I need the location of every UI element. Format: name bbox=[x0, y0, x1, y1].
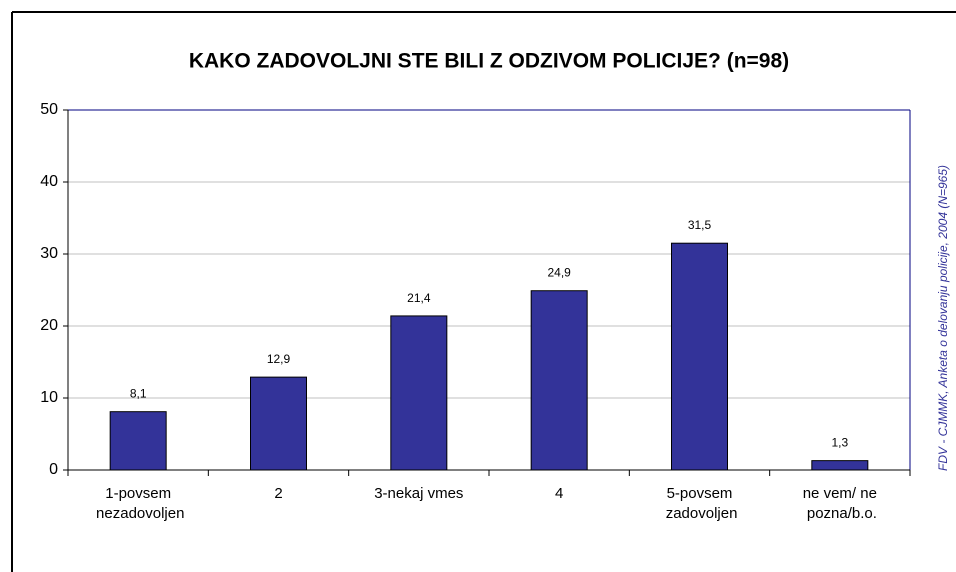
x-tick-label: ne vem/ ne pozna/b.o. bbox=[803, 485, 877, 522]
x-tick-label: 1-povsem nezadovoljen bbox=[92, 485, 185, 522]
y-tick-label: 40 bbox=[40, 173, 58, 190]
y-tick-label: 50 bbox=[40, 101, 58, 118]
value-label: 31,5 bbox=[688, 218, 712, 232]
value-label: 24,9 bbox=[547, 266, 571, 280]
y-tick-label: 30 bbox=[40, 245, 58, 262]
bar bbox=[671, 242, 728, 471]
value-label: 1,3 bbox=[831, 436, 848, 450]
value-label: 8,1 bbox=[130, 387, 147, 401]
x-tick-label: 3-nekaj vmes bbox=[374, 485, 463, 502]
chart-title: KAKO ZADOVOLJNI STE BILI Z ODZIVOM POLIC… bbox=[189, 50, 789, 73]
bar bbox=[811, 460, 869, 471]
x-tick-label: 5-povsem zadovoljen bbox=[662, 485, 738, 522]
x-tick-label: 2 bbox=[274, 485, 282, 502]
source-note: FDV - CJMMK, Anketa o delovanju policije… bbox=[936, 165, 950, 471]
y-tick-label: 10 bbox=[40, 389, 58, 406]
bar bbox=[109, 411, 167, 471]
bar bbox=[250, 376, 307, 471]
bar bbox=[390, 315, 448, 471]
y-tick-label: 0 bbox=[49, 461, 58, 478]
y-tick-label: 20 bbox=[40, 317, 58, 334]
bar bbox=[530, 290, 588, 471]
x-tick-label: 4 bbox=[555, 485, 563, 502]
value-label: 12,9 bbox=[267, 352, 291, 366]
value-label: 21,4 bbox=[407, 291, 431, 305]
